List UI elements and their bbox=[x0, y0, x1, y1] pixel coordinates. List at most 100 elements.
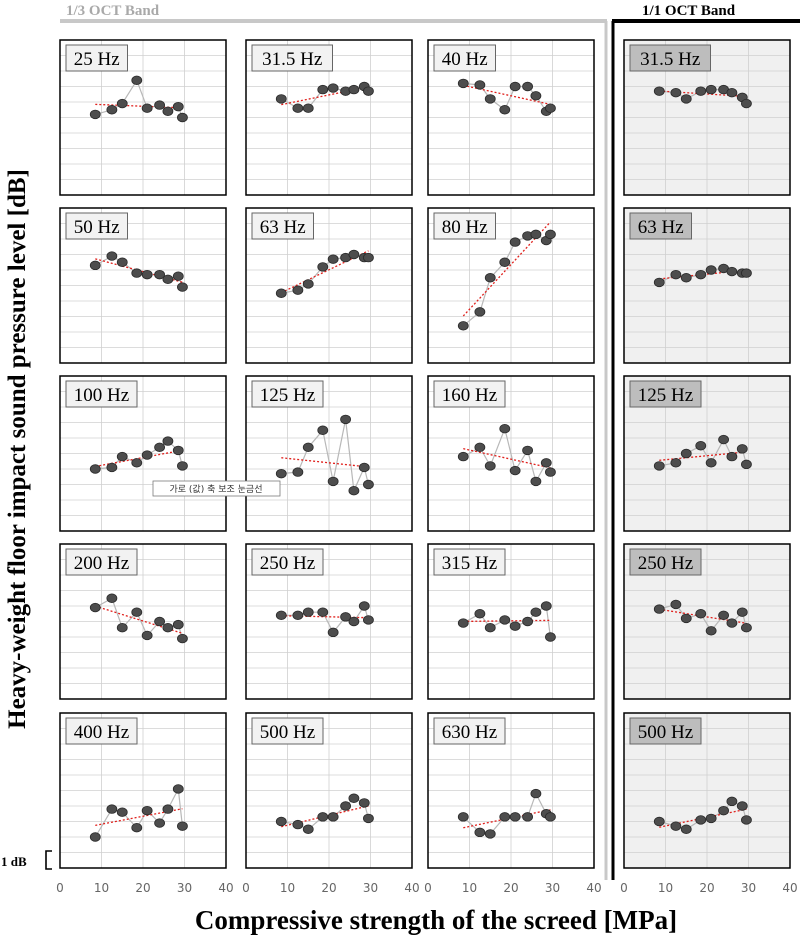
data-point bbox=[172, 445, 184, 456]
frequency-label-box bbox=[433, 717, 506, 745]
data-point bbox=[540, 601, 552, 611]
panel-500-hz-octave: 500 Hz bbox=[623, 712, 791, 869]
frequency-label: 63 Hz bbox=[260, 217, 306, 238]
frequency-label-box bbox=[65, 380, 138, 408]
data-point bbox=[670, 87, 682, 98]
x-tick-label: 20 bbox=[503, 881, 518, 895]
data-point bbox=[131, 823, 143, 833]
frequency-label-box bbox=[65, 717, 138, 745]
data-point bbox=[302, 607, 314, 617]
data-point bbox=[172, 101, 184, 112]
data-point bbox=[89, 109, 101, 120]
frequency-label: 40 Hz bbox=[442, 49, 488, 70]
data-point bbox=[522, 616, 533, 627]
data-point bbox=[530, 476, 542, 487]
data-point bbox=[317, 425, 329, 435]
frequency-label-box bbox=[251, 380, 324, 408]
panel-80-hz-third-octave: 80 Hz bbox=[427, 207, 595, 364]
panel-border bbox=[623, 543, 791, 700]
data-point bbox=[653, 86, 665, 96]
data-point bbox=[545, 229, 556, 240]
frequency-label: 250 Hz bbox=[638, 553, 693, 574]
data-point bbox=[522, 445, 533, 456]
data-point bbox=[474, 442, 486, 453]
x-tick-label: 40 bbox=[586, 881, 601, 895]
panel-border bbox=[623, 375, 791, 532]
data-point bbox=[653, 604, 665, 614]
data-point bbox=[116, 807, 128, 817]
panel-border bbox=[427, 375, 595, 532]
data-point bbox=[154, 269, 166, 280]
data-point bbox=[680, 94, 692, 104]
data-point bbox=[680, 273, 692, 283]
data-point bbox=[363, 615, 374, 625]
panel-border bbox=[59, 375, 227, 532]
data-point bbox=[275, 816, 287, 827]
frequency-label: 100 Hz bbox=[74, 385, 129, 406]
data-point bbox=[106, 462, 118, 473]
data-point bbox=[317, 607, 329, 617]
trend-line bbox=[281, 86, 369, 106]
x-tick-label: 30 bbox=[177, 881, 192, 895]
panel-border bbox=[245, 712, 413, 869]
x-axis-label: Compressive strength of the screed [MPa] bbox=[195, 905, 677, 935]
data-point bbox=[545, 812, 556, 822]
data-point bbox=[484, 623, 496, 633]
data-point bbox=[484, 273, 496, 283]
data-point bbox=[327, 83, 339, 93]
panel-63-hz-octave: 63 Hz bbox=[623, 207, 791, 364]
frequency-label: 63 Hz bbox=[638, 217, 684, 238]
data-point bbox=[348, 249, 360, 260]
data-point bbox=[741, 815, 752, 825]
data-point bbox=[292, 103, 304, 113]
panel-border bbox=[245, 543, 413, 700]
data-point bbox=[141, 269, 153, 280]
data-point bbox=[530, 607, 542, 617]
data-point bbox=[162, 623, 174, 633]
data-point bbox=[106, 804, 118, 814]
frequency-label-box bbox=[433, 44, 496, 72]
data-point bbox=[545, 467, 556, 477]
panel-border bbox=[245, 375, 413, 532]
data-point bbox=[509, 621, 521, 631]
data-point bbox=[116, 98, 128, 109]
data-point bbox=[499, 615, 511, 625]
data-point bbox=[89, 832, 101, 842]
data-point bbox=[363, 479, 374, 490]
panel-border bbox=[59, 207, 227, 364]
frequency-label-box bbox=[433, 380, 506, 408]
trend-line bbox=[462, 221, 551, 317]
data-point bbox=[530, 229, 542, 240]
data-point bbox=[327, 627, 339, 638]
x-tick-label: 10 bbox=[94, 881, 109, 895]
data-point bbox=[718, 610, 729, 621]
data-point bbox=[718, 434, 729, 445]
frequency-label-box bbox=[251, 548, 324, 576]
data-point bbox=[736, 444, 748, 454]
data-point bbox=[131, 607, 143, 617]
panel-border bbox=[427, 207, 595, 364]
trend-line bbox=[281, 457, 369, 468]
data-point bbox=[172, 784, 184, 794]
trend-line bbox=[463, 619, 551, 623]
data-point bbox=[499, 812, 511, 822]
frequency-label-box bbox=[629, 44, 711, 72]
data-point bbox=[670, 821, 682, 831]
x-tick-label: 0 bbox=[620, 881, 628, 895]
data-point bbox=[162, 436, 174, 446]
x-tick-label: 20 bbox=[321, 881, 336, 895]
data-point bbox=[141, 805, 153, 816]
x-tick-label: 10 bbox=[280, 881, 295, 895]
panel-31-5-hz-octave: 31.5 Hz bbox=[623, 39, 791, 196]
panel-630-hz-third-octave: 630 Hz bbox=[427, 712, 595, 869]
frequency-label-box bbox=[65, 44, 128, 72]
data-point bbox=[172, 271, 184, 281]
panel-border bbox=[427, 543, 595, 700]
data-point bbox=[162, 274, 174, 285]
data-point bbox=[695, 269, 707, 280]
data-point bbox=[522, 812, 533, 822]
data-point bbox=[302, 279, 314, 289]
panel-250-hz-octave: 250 Hz bbox=[623, 543, 791, 700]
data-point bbox=[292, 819, 304, 830]
data-point bbox=[545, 632, 556, 642]
